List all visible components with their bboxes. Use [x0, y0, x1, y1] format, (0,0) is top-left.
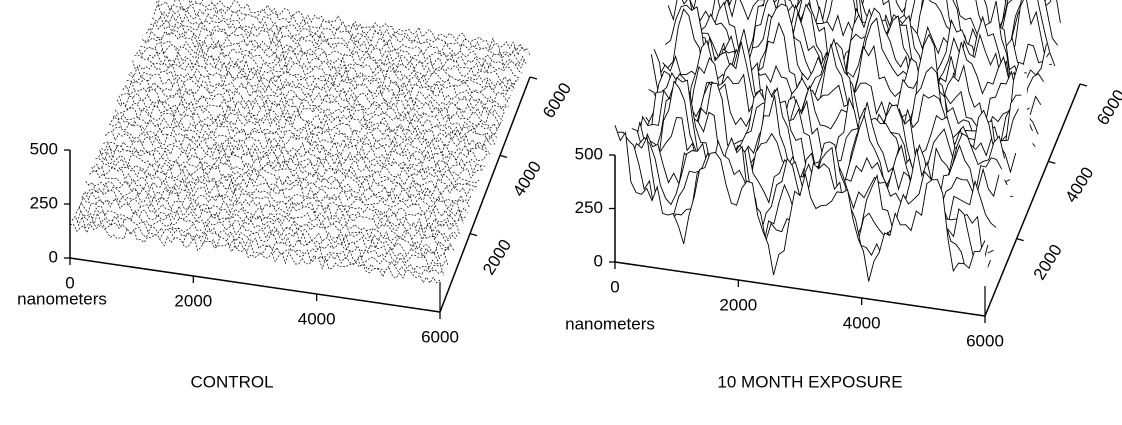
surface-row: [70, 224, 440, 312]
x-tick-label: 6000: [966, 331, 1004, 350]
surface: [69, 0, 531, 312]
depth-tick-label: 2000: [1030, 241, 1066, 283]
x-tick-label: 0: [610, 277, 619, 296]
surface-line: [97, 151, 468, 214]
surface-line: [118, 95, 489, 155]
z-tick-label: 500: [30, 139, 58, 158]
tick-mark: [469, 233, 478, 237]
surface-line: [103, 140, 474, 197]
surface-line: [648, 73, 1019, 177]
surface-line: [124, 80, 496, 145]
surface-line: [140, 42, 511, 104]
surface-line: [645, 82, 1017, 181]
surface-line: [136, 49, 507, 113]
surface-line: [153, 3, 525, 69]
axis-line: [69, 257, 441, 313]
tick-mark: [529, 76, 538, 80]
surface-line: [122, 84, 493, 148]
surface-line: [150, 16, 521, 80]
surface-line: [126, 78, 498, 138]
z-tick-label: 250: [575, 198, 603, 217]
tick-mark: [1079, 83, 1088, 87]
surface-line: [120, 92, 491, 155]
z-tick-label: 0: [49, 247, 58, 266]
surface-line: [81, 190, 452, 254]
surface-line: [69, 223, 441, 284]
x-tick-label: 2000: [719, 295, 757, 314]
surface: [614, 0, 1080, 316]
surface-line: [116, 99, 488, 162]
surface-line: [656, 36, 1027, 159]
x-tick-label: 0: [65, 273, 74, 292]
surface-line: [83, 188, 455, 251]
surface-line: [614, 125, 986, 282]
tick-mark: [499, 154, 508, 158]
depth-tick-label: 6000: [1093, 86, 1122, 128]
surface-line: [91, 166, 462, 227]
surface-line: [852, 0, 1054, 42]
axis-line: [614, 261, 986, 317]
depth-tick-label: 4000: [1061, 164, 1097, 206]
surface-row: [615, 125, 985, 316]
surface-line: [155, 1, 527, 65]
z-tick-label: 0: [594, 251, 603, 270]
tick-mark: [1048, 160, 1056, 164]
tick-mark: [1016, 238, 1024, 242]
x-tick-label: 4000: [298, 309, 336, 328]
caption: 10 MONTH EXPOSURE: [717, 372, 902, 391]
surface-line: [138, 46, 509, 109]
depth-tick-label: 4000: [509, 158, 545, 200]
surface-line: [128, 73, 500, 134]
depth-tick-label: 6000: [539, 79, 575, 121]
axis-line: [984, 83, 1081, 317]
surface-line: [87, 181, 458, 240]
surface-line: [112, 113, 484, 174]
surface-line: [763, 0, 1046, 51]
z-tick-label: 500: [575, 144, 603, 163]
axis-line: [439, 76, 531, 313]
surface-line: [101, 142, 472, 205]
axis-label: nanometers: [17, 289, 107, 308]
surface-line: [144, 30, 515, 92]
axis-label: nanometers: [565, 314, 655, 333]
x-tick-label: 2000: [174, 291, 212, 310]
z-tick-label: 250: [30, 193, 58, 212]
surface-line: [77, 201, 449, 266]
surface-line: [130, 65, 501, 131]
x-tick-label: 6000: [421, 327, 459, 346]
surface-line: [75, 206, 447, 270]
surface-line: [146, 27, 517, 89]
surface-line: [79, 196, 450, 260]
x-tick-label: 4000: [843, 313, 881, 332]
surface-line: [148, 21, 519, 85]
depth-tick-label: 2000: [479, 236, 515, 278]
surface-line: [93, 162, 464, 226]
surface-line: [110, 116, 482, 179]
surface-line: [85, 181, 456, 242]
caption: CONTROL: [190, 372, 273, 391]
